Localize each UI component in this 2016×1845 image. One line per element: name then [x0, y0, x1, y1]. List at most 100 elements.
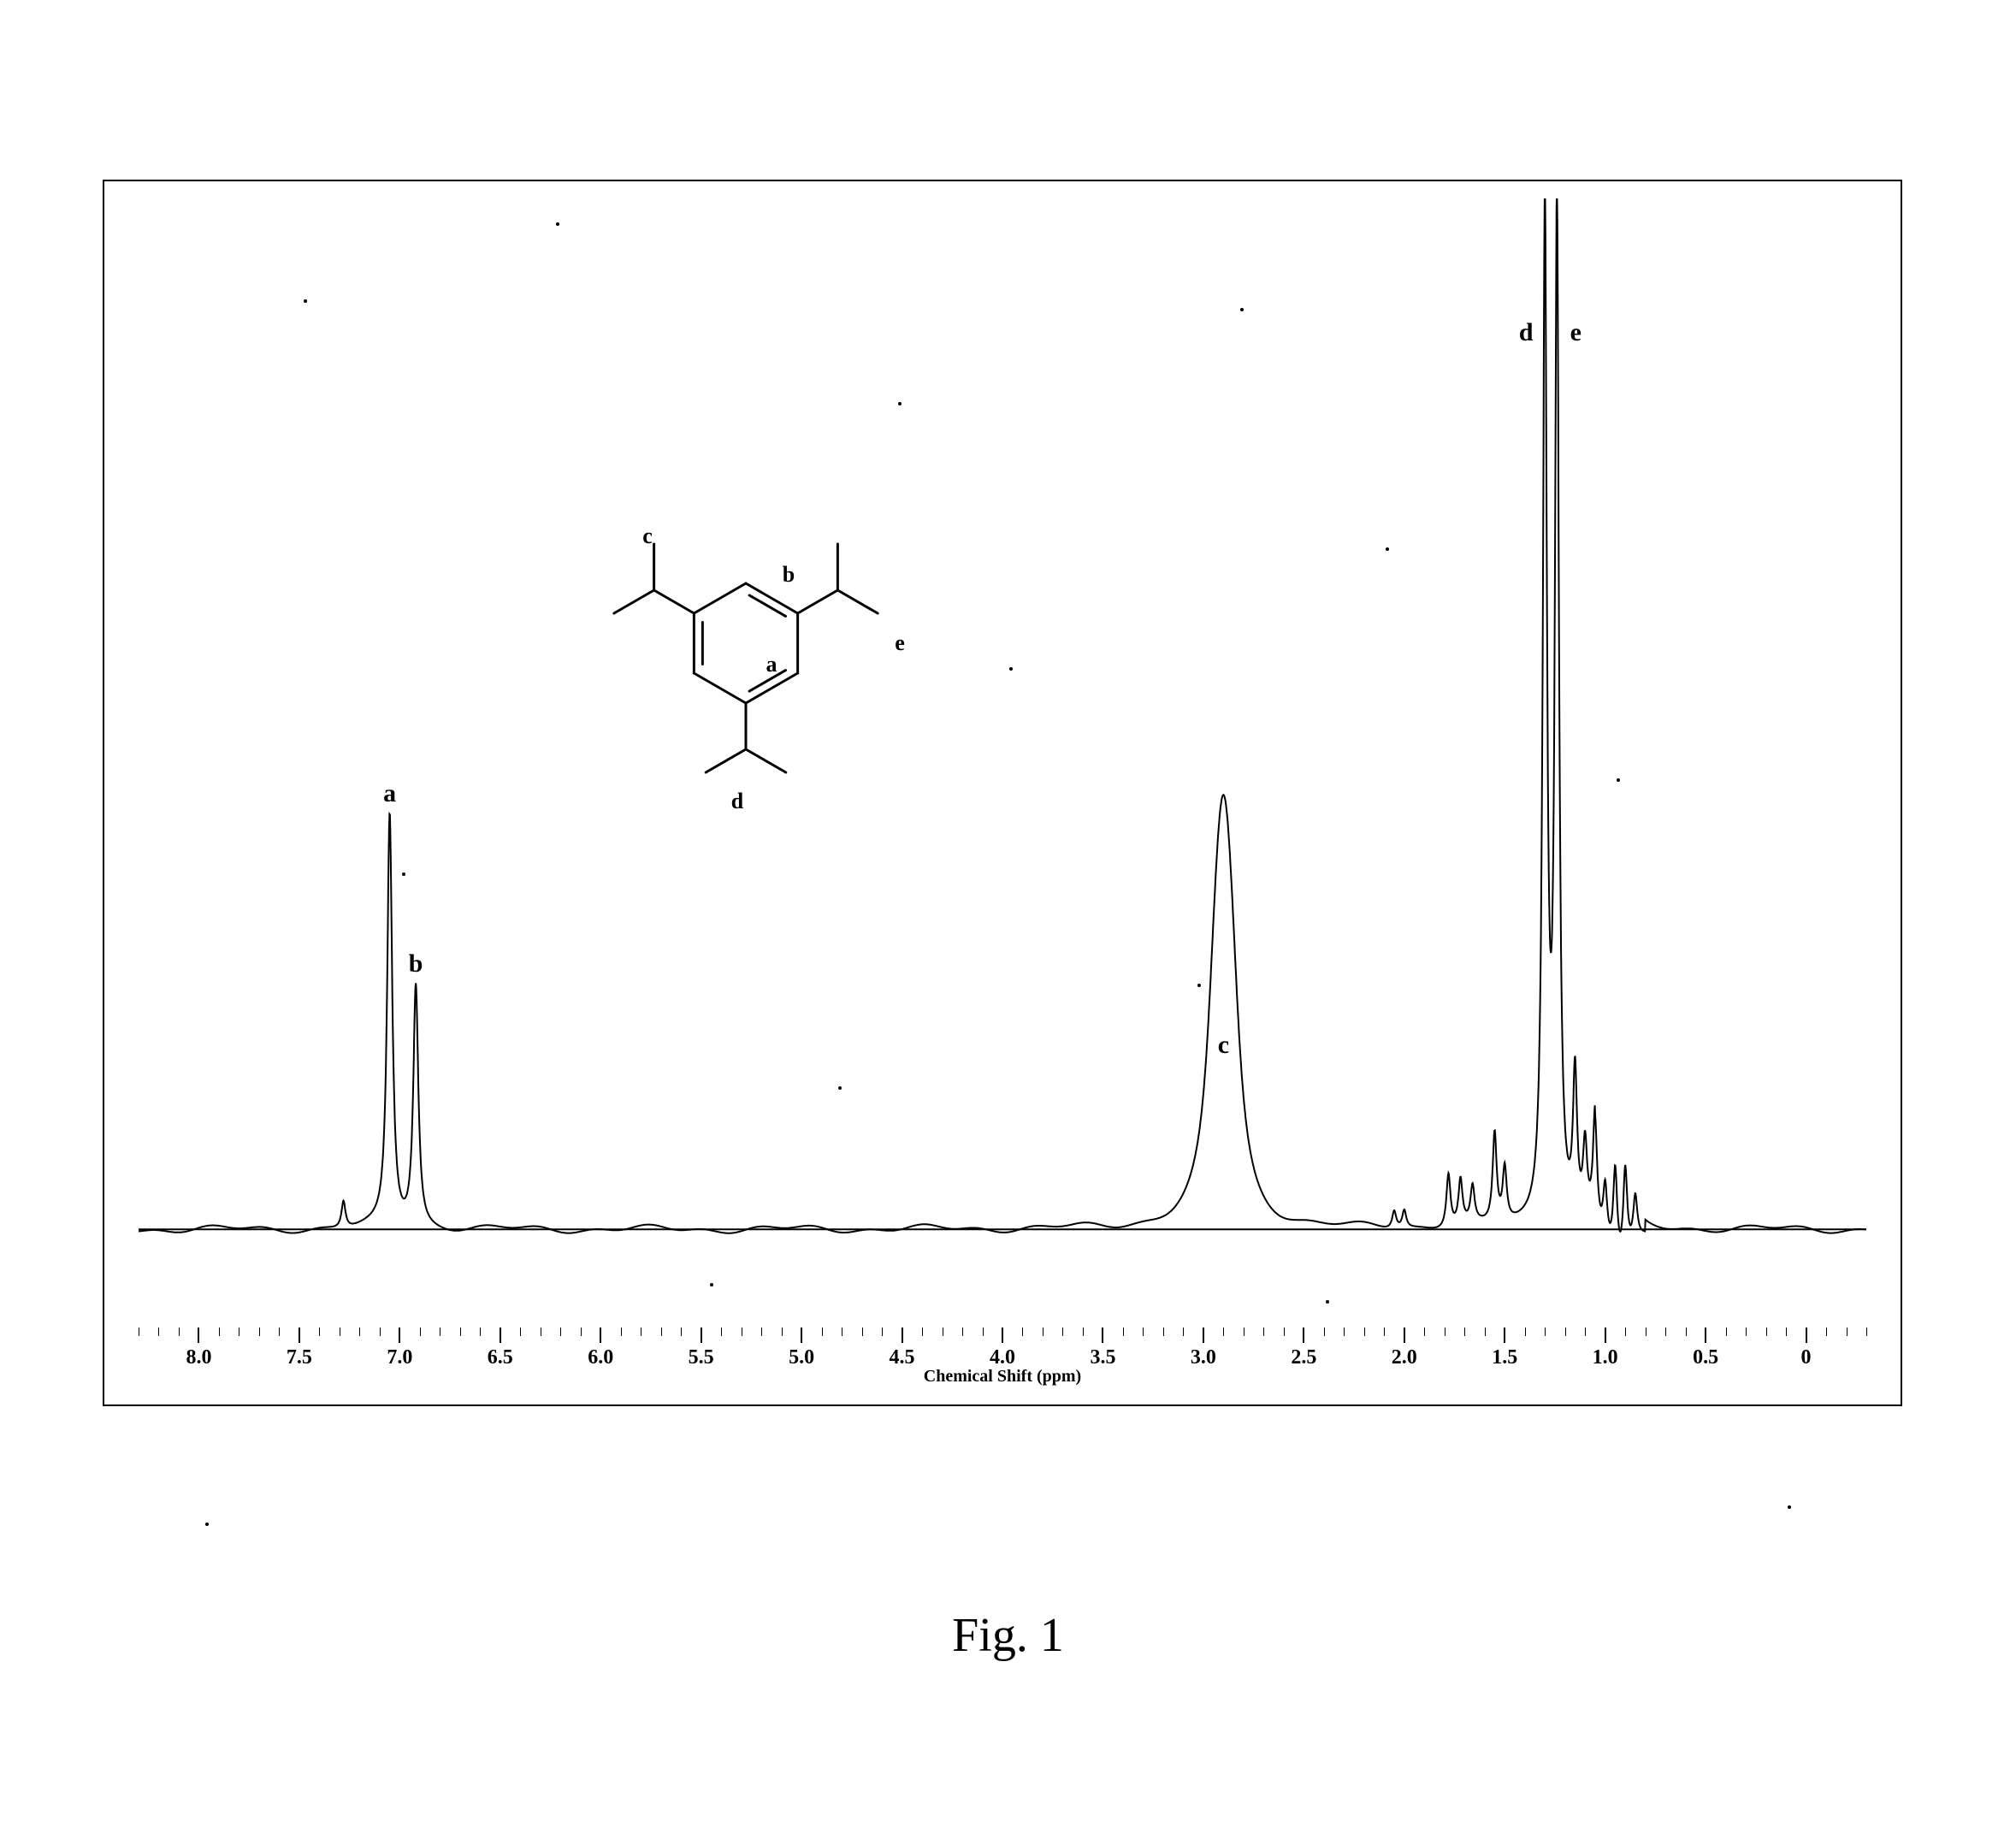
- speck: [1788, 1505, 1791, 1509]
- speck: [898, 402, 902, 405]
- x-tick-minor: [1847, 1328, 1848, 1336]
- nmr-plot-area: a b c d e a b c d e: [139, 198, 1866, 1319]
- x-tick-minor: [279, 1328, 280, 1336]
- x-tick-major: [600, 1328, 601, 1343]
- x-axis-title: Chemical Shift (ppm): [924, 1367, 1081, 1387]
- nmr-plot-frame: a b c d e a b c d e Chemical Shift (ppm) 8.0 7.5 7…: [103, 180, 1902, 1406]
- x-tick-major: [1705, 1328, 1706, 1343]
- x-tick-minor: [1123, 1328, 1124, 1336]
- x-tick-major: [902, 1328, 903, 1343]
- x-tick-minor: [1625, 1328, 1626, 1336]
- x-tick-minor: [1665, 1328, 1666, 1336]
- x-tick-minor: [882, 1328, 883, 1336]
- x-tick-minor: [1545, 1328, 1546, 1336]
- x-tick-minor: [1565, 1328, 1566, 1336]
- x-tick-label: 1.5: [1492, 1346, 1517, 1369]
- x-axis: Chemical Shift (ppm) 8.0 7.5 7.0 6.5 6.0 5.5 5…: [139, 1328, 1866, 1387]
- x-tick-minor: [1223, 1328, 1224, 1336]
- speck: [1197, 984, 1201, 987]
- x-tick-label: 4.5: [890, 1346, 915, 1369]
- x-tick-major: [701, 1328, 702, 1343]
- x-tick-label: 3.0: [1191, 1346, 1216, 1369]
- speck: [556, 222, 559, 226]
- x-tick-minor: [983, 1328, 984, 1336]
- x-tick-minor: [1284, 1328, 1285, 1336]
- x-tick-label: 4.0: [990, 1346, 1015, 1369]
- x-tick-minor: [520, 1328, 521, 1336]
- x-tick-label: 6.5: [488, 1346, 513, 1369]
- x-tick-minor: [681, 1328, 682, 1336]
- speck: [838, 1086, 842, 1090]
- x-tick-minor: [1263, 1328, 1264, 1336]
- x-tick-label: 8.0: [186, 1346, 211, 1369]
- x-tick-major: [500, 1328, 501, 1343]
- x-tick-major: [1002, 1328, 1003, 1343]
- x-tick-minor: [1364, 1328, 1365, 1336]
- x-tick-minor: [460, 1328, 461, 1336]
- x-tick-minor: [420, 1328, 421, 1336]
- x-tick-minor: [1766, 1328, 1767, 1336]
- x-tick-minor: [581, 1328, 582, 1336]
- x-tick-minor: [1143, 1328, 1144, 1336]
- molecule-label-c: c: [642, 523, 653, 549]
- x-tick-minor: [259, 1328, 260, 1336]
- x-tick-minor: [560, 1328, 561, 1336]
- speck: [1009, 667, 1013, 671]
- speck: [402, 872, 405, 876]
- x-tick-minor: [721, 1328, 722, 1336]
- molecule-labels: a b c d e: [139, 198, 1866, 1319]
- x-tick-major: [1504, 1328, 1505, 1343]
- x-tick-minor: [1786, 1328, 1787, 1336]
- x-tick-major: [299, 1328, 300, 1343]
- x-tick-minor: [782, 1328, 783, 1336]
- x-tick-minor: [359, 1328, 360, 1336]
- x-tick-minor: [1485, 1328, 1486, 1336]
- x-tick-minor: [158, 1328, 159, 1336]
- x-tick-major: [1605, 1328, 1606, 1343]
- speck: [1326, 1300, 1329, 1304]
- x-tick-label: 2.0: [1392, 1346, 1417, 1369]
- x-tick-minor: [1726, 1328, 1727, 1336]
- molecule-label-b: b: [783, 562, 795, 588]
- molecule-label-e: e: [895, 630, 905, 656]
- x-tick-minor: [822, 1328, 823, 1336]
- x-tick-minor: [1826, 1328, 1827, 1336]
- x-tick-label: 6.0: [588, 1346, 613, 1369]
- x-tick-minor: [922, 1328, 923, 1336]
- x-tick-label: 5.0: [789, 1346, 814, 1369]
- x-tick-minor: [1746, 1328, 1747, 1336]
- speck: [205, 1523, 209, 1526]
- molecule-label-d: d: [731, 789, 743, 814]
- x-tick-label: 0: [1801, 1346, 1812, 1369]
- figure-caption: Fig. 1: [952, 1608, 1064, 1663]
- speck: [710, 1283, 713, 1286]
- speck: [304, 299, 307, 303]
- x-tick-minor: [219, 1328, 220, 1336]
- x-tick-minor: [621, 1328, 622, 1336]
- x-tick-minor: [1183, 1328, 1184, 1336]
- x-tick-minor: [319, 1328, 320, 1336]
- speck: [1240, 308, 1244, 311]
- x-tick-minor: [1022, 1328, 1023, 1336]
- x-tick-minor: [1464, 1328, 1465, 1336]
- x-tick-minor: [1866, 1328, 1867, 1336]
- x-tick-label: 7.0: [387, 1346, 412, 1369]
- x-tick-label: 1.0: [1593, 1346, 1618, 1369]
- x-tick-minor: [661, 1328, 662, 1336]
- x-tick-minor: [1686, 1328, 1687, 1336]
- x-tick-major: [801, 1328, 802, 1343]
- x-tick-major: [399, 1328, 400, 1343]
- x-tick-minor: [1525, 1328, 1526, 1336]
- x-tick-minor: [1062, 1328, 1063, 1336]
- x-tick-major: [1102, 1328, 1103, 1343]
- x-tick-minor: [179, 1328, 180, 1336]
- x-tick-minor: [1163, 1328, 1164, 1336]
- x-tick-minor: [380, 1328, 381, 1336]
- molecule-label-a: a: [766, 652, 777, 677]
- speck: [1617, 778, 1620, 782]
- x-tick-label: 5.5: [689, 1346, 714, 1369]
- x-tick-label: 7.5: [287, 1346, 312, 1369]
- x-tick-label: 0.5: [1693, 1346, 1718, 1369]
- x-tick-major: [1404, 1328, 1405, 1343]
- x-tick-minor: [761, 1328, 762, 1336]
